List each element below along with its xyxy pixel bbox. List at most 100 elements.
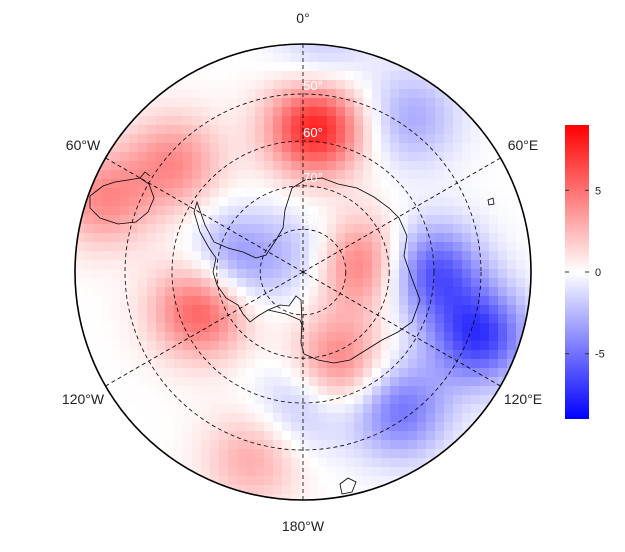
heatmap-cell <box>129 197 139 207</box>
heatmap-cell <box>471 377 481 387</box>
heatmap-cell <box>120 332 130 342</box>
heatmap-cell <box>309 98 319 108</box>
heatmap-cell <box>336 53 346 63</box>
heatmap-cell <box>525 269 531 279</box>
heatmap-cell <box>390 431 400 441</box>
heatmap-cell <box>138 395 148 405</box>
heatmap-cell <box>120 377 130 387</box>
heatmap-cell <box>210 80 220 90</box>
heatmap-cell <box>201 71 211 81</box>
heatmap-cell <box>300 179 310 189</box>
heatmap-cell <box>354 467 364 477</box>
heatmap-cell <box>336 395 346 405</box>
heatmap-cell <box>336 305 346 315</box>
heatmap-cell <box>309 458 319 468</box>
heatmap-cell <box>264 269 274 279</box>
heatmap-cell <box>255 152 265 162</box>
heatmap-cell <box>426 107 436 117</box>
heatmap-cell <box>219 395 229 405</box>
heatmap-cell <box>219 440 229 450</box>
heatmap-cell <box>246 314 256 324</box>
heatmap-cell <box>435 323 445 333</box>
heatmap-cell <box>156 170 166 180</box>
heatmap-cell <box>102 269 112 279</box>
heatmap-cell <box>453 287 463 297</box>
heatmap-cell <box>336 224 346 234</box>
heatmap-cell <box>480 206 490 216</box>
heatmap-cell <box>471 269 481 279</box>
heatmap-cell <box>228 143 238 153</box>
heatmap-cell <box>192 341 202 351</box>
heatmap-cell <box>381 395 391 405</box>
heatmap-cell <box>399 278 409 288</box>
heatmap-cell <box>138 152 148 162</box>
heatmap-cell <box>435 242 445 252</box>
heatmap-cell <box>246 170 256 180</box>
heatmap-cell <box>309 53 319 63</box>
heatmap-cell <box>174 332 184 342</box>
heatmap-cell <box>147 125 157 135</box>
heatmap-cell <box>192 350 202 360</box>
heatmap-cell <box>165 188 175 198</box>
heatmap-cell <box>516 296 526 306</box>
heatmap-cell <box>174 440 184 450</box>
heatmap-cell <box>390 206 400 216</box>
heatmap-cell <box>165 134 175 144</box>
heatmap-cell <box>372 152 382 162</box>
heatmap-cell <box>354 71 364 81</box>
heatmap-cell <box>453 251 463 261</box>
heatmap-cell <box>489 242 499 252</box>
heatmap-cell <box>219 404 229 414</box>
meridian-60 <box>302 271 501 387</box>
heatmap-cell <box>372 413 382 423</box>
heatmap-cell <box>291 296 301 306</box>
heatmap-cell <box>318 440 328 450</box>
heatmap-cell <box>264 215 274 225</box>
heatmap-cell <box>471 350 481 360</box>
heatmap-cell <box>390 233 400 243</box>
heatmap-cell <box>300 44 310 54</box>
heatmap-cell <box>282 152 292 162</box>
heatmap-cell <box>534 242 544 252</box>
heatmap-cell <box>417 359 427 369</box>
heatmap-cell <box>390 269 400 279</box>
heatmap-cell <box>444 368 454 378</box>
heatmap-cell <box>291 467 301 477</box>
heatmap-cell <box>453 332 463 342</box>
heatmap-cell <box>417 89 427 99</box>
heatmap-cell <box>399 89 409 99</box>
heatmap-cell <box>210 458 220 468</box>
colorbar-tick-label: -5 <box>595 349 605 361</box>
heatmap-cell <box>246 206 256 216</box>
heatmap-cell <box>84 341 94 351</box>
heatmap-cell <box>480 152 490 162</box>
heatmap-cell <box>129 134 139 144</box>
heatmap-cell <box>345 395 355 405</box>
heatmap-cell <box>327 350 337 360</box>
heatmap-cell <box>156 251 166 261</box>
heatmap-cell <box>120 260 130 270</box>
heatmap-cell <box>111 215 121 225</box>
heatmap-cell <box>327 71 337 81</box>
heatmap-cell <box>129 116 139 126</box>
heatmap-cell <box>300 368 310 378</box>
heatmap-cell <box>237 260 247 270</box>
heatmap-cell <box>480 278 490 288</box>
heatmap-cell <box>201 251 211 261</box>
heatmap-cell <box>408 152 418 162</box>
heatmap-cell <box>84 197 94 207</box>
heatmap-cell <box>174 278 184 288</box>
heatmap-cell <box>516 314 526 324</box>
heatmap-cell <box>309 341 319 351</box>
heatmap-cell <box>183 62 193 72</box>
heatmap-cell <box>138 188 148 198</box>
heatmap-cell <box>399 404 409 414</box>
heatmap-cell <box>327 422 337 432</box>
heatmap-cell <box>390 440 400 450</box>
heatmap-cell <box>228 368 238 378</box>
heatmap-cell <box>408 269 418 279</box>
heatmap-cell <box>264 431 274 441</box>
heatmap-cell <box>345 359 355 369</box>
heatmap-cell <box>264 80 274 90</box>
heatmap-cell <box>174 152 184 162</box>
